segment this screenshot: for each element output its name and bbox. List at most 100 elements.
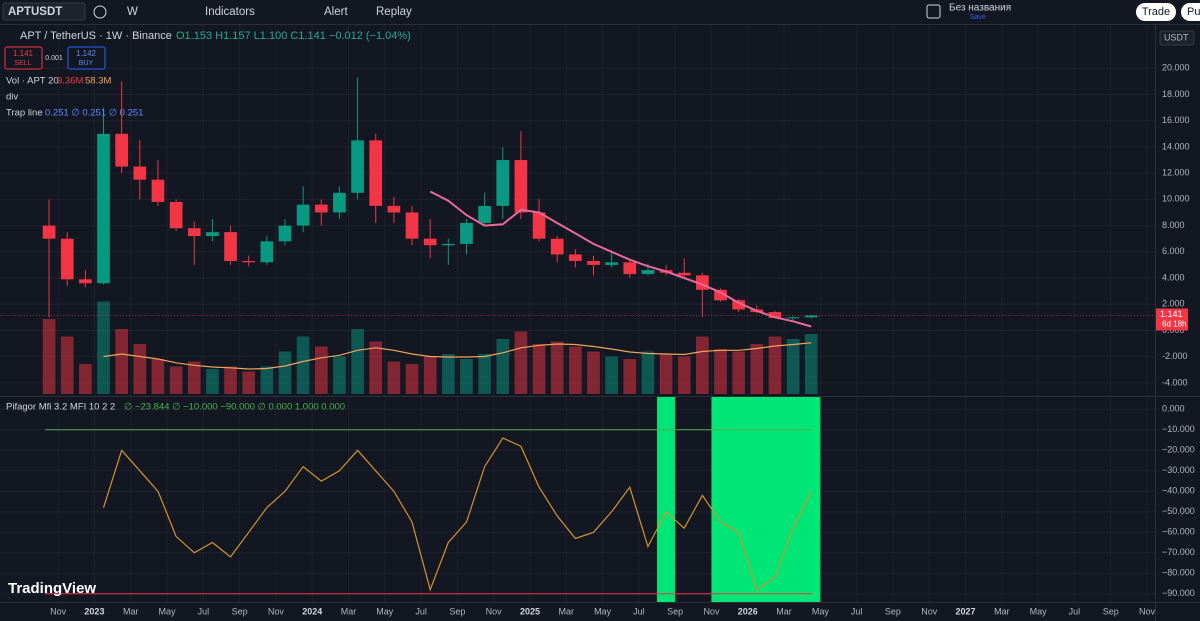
- candle-body: [60, 238, 74, 280]
- volume-bar: [714, 349, 727, 394]
- publish-button-bg[interactable]: [1181, 3, 1200, 21]
- candle-body: [169, 201, 183, 229]
- candle-body: [296, 204, 310, 226]
- indicators-button[interactable]: Indicators: [205, 6, 255, 18]
- volume-bar: [441, 354, 455, 394]
- candle-body: [42, 225, 56, 239]
- save-button[interactable]: Save: [970, 14, 986, 21]
- volume-bar: [532, 344, 546, 394]
- x-tick-label: 2027: [956, 606, 976, 616]
- volume-bar: [224, 366, 237, 394]
- candle-body: [387, 205, 401, 213]
- alert-button[interactable]: Alert: [324, 6, 348, 18]
- interval[interactable]: W: [127, 6, 138, 18]
- mfi-tick-label: −90.000: [1162, 588, 1195, 598]
- mfi-tick-label: −50.000: [1162, 506, 1195, 516]
- sell-label[interactable]: SELL: [14, 60, 31, 67]
- candle-body: [314, 204, 328, 213]
- trade-button[interactable]: Trade: [1142, 6, 1170, 18]
- candle-body: [460, 222, 473, 244]
- volume-legend: Vol · APT 20: [6, 76, 59, 87]
- mfi-tick-label: −60.000: [1162, 527, 1195, 537]
- candle-body: [97, 133, 110, 284]
- mfi-tick-label: −80.000: [1162, 568, 1195, 578]
- candle-body: [623, 262, 637, 275]
- x-tick-label: Sep: [667, 606, 683, 616]
- volume-bar: [405, 364, 419, 394]
- replay-button[interactable]: Replay: [376, 6, 412, 18]
- mfi-tick-label: −20.000: [1162, 445, 1195, 455]
- buy-price[interactable]: 1.142: [76, 49, 97, 58]
- x-tick-label: Nov: [703, 606, 720, 616]
- logo: TradingView: [8, 580, 96, 597]
- volume-bar: [569, 346, 582, 394]
- candle-body: [496, 160, 510, 206]
- candle-body: [278, 225, 292, 242]
- candle-body: [260, 241, 274, 263]
- toolbar: [0, 0, 1200, 24]
- candle-body: [641, 270, 655, 275]
- symbol-box[interactable]: [2, 2, 86, 21]
- volume-bar: [115, 329, 129, 394]
- mfi-tick-label: 0.000: [1162, 404, 1185, 414]
- volume-bar: [351, 329, 364, 394]
- volume-last: 3.36M: [57, 76, 83, 87]
- layout-icon[interactable]: [926, 4, 941, 19]
- pair-title: APT / TetherUS · 1W · Binance: [20, 30, 172, 42]
- candle-body: [187, 228, 201, 237]
- volume-bar: [187, 361, 201, 394]
- volume-bar: [79, 364, 92, 394]
- x-tick-label: Jul: [1069, 606, 1081, 616]
- volume-bar: [260, 366, 274, 394]
- volume-bar: [550, 341, 564, 394]
- volume-bar: [97, 301, 110, 394]
- y-tick-label: 2.000: [1162, 299, 1185, 309]
- y-tick-label: 6.000: [1162, 246, 1185, 256]
- y-tick-label: 10.000: [1162, 194, 1190, 204]
- layout-name[interactable]: Без названия: [949, 3, 1011, 14]
- highlight-zone: [711, 397, 821, 602]
- volume-bar: [460, 359, 473, 394]
- currency[interactable]: USDT: [1164, 32, 1189, 42]
- volume-bar: [60, 336, 74, 394]
- x-tick-label: 2026: [738, 606, 758, 616]
- price-tag: [1156, 308, 1188, 331]
- x-tick-label: 2023: [84, 606, 104, 616]
- sell-box[interactable]: [4, 46, 43, 70]
- trade-button-bg[interactable]: [1136, 3, 1176, 21]
- plot: [0, 25, 1155, 602]
- add-symbol[interactable]: [93, 5, 107, 19]
- candle-body: [206, 232, 219, 237]
- x-tick-label: Mar: [341, 606, 357, 616]
- currency-box[interactable]: [1159, 30, 1195, 46]
- ohlc: O1.153 H1.157 L1.100 C1.141 −0.012 (−1.0…: [176, 30, 411, 42]
- candle-body: [115, 133, 129, 167]
- candle-body: [532, 212, 546, 239]
- x-tick-label: May: [1030, 606, 1048, 616]
- trap-legend: Trap line: [6, 108, 43, 119]
- volume-bar: [514, 331, 528, 394]
- buy-label[interactable]: BUY: [79, 60, 94, 67]
- sell-price[interactable]: 1.141: [13, 49, 34, 58]
- candle-body: [423, 238, 437, 246]
- mfi-line: [102, 437, 812, 592]
- candle-body: [732, 300, 746, 310]
- volume-bar: [333, 356, 346, 394]
- volume-bar: [623, 359, 637, 394]
- volume-bar: [206, 369, 219, 394]
- candle-body: [369, 140, 383, 206]
- spread: 0.001: [45, 55, 63, 62]
- buy-box[interactable]: [67, 46, 106, 70]
- candle-body: [587, 260, 600, 265]
- candle-body: [677, 272, 691, 276]
- symbol[interactable]: APTUSDT: [8, 6, 62, 18]
- x-tick-label: Nov: [486, 606, 503, 616]
- publish-button[interactable]: Pub: [1187, 6, 1200, 18]
- x-tick-label: Mar: [123, 606, 139, 616]
- candle-body: [333, 192, 346, 213]
- volume-bar: [278, 351, 292, 394]
- volume-bar: [242, 371, 256, 394]
- candle-body: [441, 243, 455, 246]
- x-tick-label: Jul: [198, 606, 210, 616]
- candle-body: [79, 279, 92, 284]
